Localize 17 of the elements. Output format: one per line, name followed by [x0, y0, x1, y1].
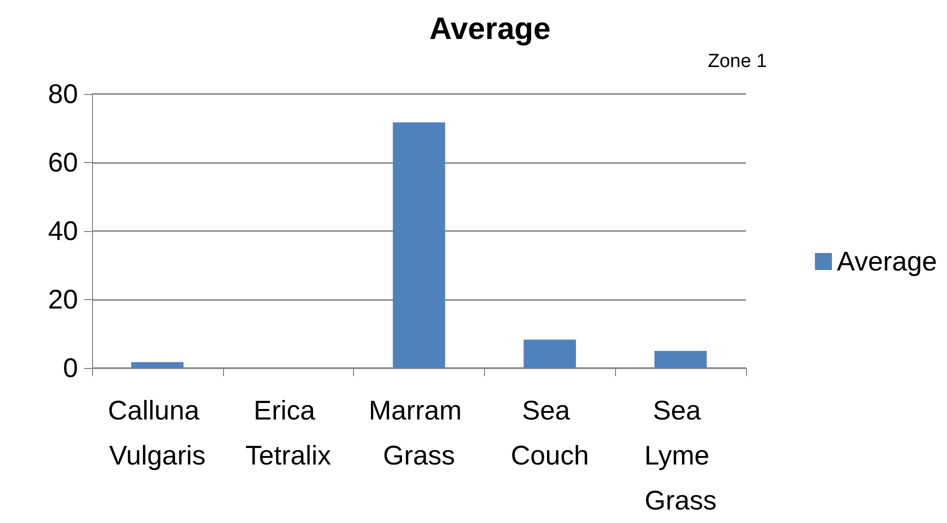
x-tick-label: Calluna Vulgaris [108, 396, 207, 470]
y-tick-label: 80 [48, 79, 78, 109]
legend-label: Average [836, 246, 937, 276]
y-tick-label: 20 [48, 284, 78, 314]
bar [131, 362, 184, 368]
y-tick-label: 60 [48, 148, 78, 178]
y-tick-label: 40 [48, 216, 78, 246]
chart-title: Average [429, 11, 551, 46]
y-tick-label: 0 [62, 353, 78, 383]
x-tick-label: Sea Couch [510, 396, 589, 470]
bar [654, 350, 707, 368]
text: Zone 1 [708, 51, 768, 72]
x-tick-label: Marram Grass [368, 396, 470, 470]
bar [392, 122, 446, 368]
x-tick-label: Erica Tetralix [245, 396, 332, 470]
x-tick-label: Sea Lyme Grass [644, 396, 717, 516]
bar [524, 340, 576, 368]
